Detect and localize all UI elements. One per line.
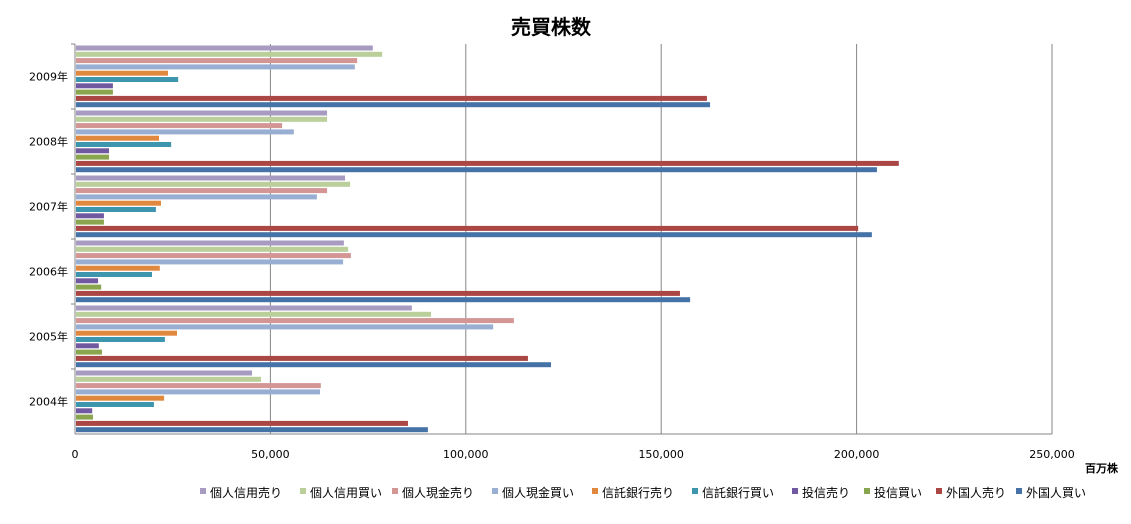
bar-信託銀行買い-2006年 bbox=[76, 272, 152, 277]
bar-信託銀行売り-2004年 bbox=[76, 395, 165, 401]
legend-swatch bbox=[392, 488, 398, 494]
bar-個人信用売り-2007年 bbox=[76, 175, 346, 181]
bar-外国人買い-2004年 bbox=[76, 427, 428, 433]
bar-個人現金売り-2007年 bbox=[76, 188, 328, 194]
bar-外国人買い-2009年 bbox=[76, 102, 711, 108]
bar-外国人売り-2008年 bbox=[76, 160, 899, 166]
bar-個人現金買い-2009年 bbox=[76, 64, 355, 70]
bar-投信売り-2008年 bbox=[76, 148, 109, 154]
bar-個人現金買い-2005年 bbox=[76, 324, 494, 330]
legend-swatch bbox=[300, 488, 306, 494]
legend-label: 投信売り bbox=[802, 485, 850, 500]
bar-信託銀行売り-2005年 bbox=[76, 330, 177, 336]
bar-信託銀行売り-2009年 bbox=[76, 70, 169, 76]
legend-swatch bbox=[936, 488, 942, 494]
bar-投信売り-2004年 bbox=[76, 408, 93, 414]
bar-投信売り-2007年 bbox=[76, 213, 104, 219]
bar-信託銀行売り-2008年 bbox=[76, 135, 160, 141]
bar-個人現金買い-2004年 bbox=[76, 389, 321, 395]
legend-label: 個人信用買い bbox=[310, 486, 382, 500]
bar-投信売り-2009年 bbox=[76, 83, 113, 89]
bar-信託銀行買い-2007年 bbox=[76, 207, 156, 212]
bar-個人現金売り-2005年 bbox=[76, 318, 514, 324]
bar-信託銀行買い-2004年 bbox=[76, 402, 154, 407]
legend-swatch bbox=[864, 488, 870, 494]
y-tick-label: 2004年 bbox=[29, 395, 68, 409]
legend-label: 信託銀行売り bbox=[602, 485, 674, 500]
bar-信託銀行買い-2009年 bbox=[76, 77, 179, 82]
bar-個人信用売り-2008年 bbox=[76, 110, 328, 116]
y-tick-label: 2005年 bbox=[29, 330, 68, 344]
bar-投信買い-2007年 bbox=[76, 219, 104, 225]
bar-個人現金売り-2008年 bbox=[76, 123, 283, 129]
bar-投信買い-2009年 bbox=[76, 89, 113, 95]
bar-個人信用買い-2005年 bbox=[76, 311, 432, 317]
x-tick-label: 0 bbox=[72, 448, 79, 461]
bar-外国人売り-2005年 bbox=[76, 355, 528, 361]
bar-個人現金売り-2006年 bbox=[76, 253, 351, 259]
bar-外国人売り-2004年 bbox=[76, 420, 408, 426]
bar-投信買い-2006年 bbox=[76, 284, 102, 290]
x-tick-label: 150,000 bbox=[638, 448, 684, 461]
legend-label: 個人信用売り bbox=[210, 485, 282, 500]
x-tick-label: 250,000 bbox=[1029, 448, 1075, 461]
bar-個人現金買い-2007年 bbox=[76, 194, 317, 200]
bar-投信売り-2005年 bbox=[76, 343, 99, 349]
bar-個人信用売り-2009年 bbox=[76, 45, 373, 51]
bar-個人信用買い-2009年 bbox=[76, 51, 383, 57]
x-tick-label: 50,000 bbox=[251, 448, 290, 461]
bar-投信買い-2008年 bbox=[76, 154, 109, 160]
bar-個人信用売り-2005年 bbox=[76, 305, 412, 311]
bar-個人現金売り-2004年 bbox=[76, 383, 321, 389]
legend-label: 投信買い bbox=[874, 485, 922, 500]
legend-swatch bbox=[692, 488, 698, 494]
bar-個人信用売り-2004年 bbox=[76, 370, 253, 376]
bar-個人現金売り-2009年 bbox=[76, 58, 358, 64]
bar-外国人買い-2005年 bbox=[76, 362, 551, 368]
y-tick-label: 2009年 bbox=[29, 70, 68, 84]
legend-label: 個人現金売り bbox=[402, 485, 474, 500]
bar-投信買い-2004年 bbox=[76, 414, 93, 420]
bar-外国人買い-2007年 bbox=[76, 232, 872, 238]
chart-title: 売買株数 bbox=[511, 15, 592, 39]
bar-個人信用買い-2007年 bbox=[76, 181, 351, 187]
x-axis-label: 百万株 bbox=[1085, 461, 1119, 475]
bar-投信売り-2006年 bbox=[76, 278, 99, 284]
bar-信託銀行買い-2008年 bbox=[76, 142, 172, 147]
bar-個人信用売り-2006年 bbox=[76, 240, 344, 246]
bar-信託銀行売り-2007年 bbox=[76, 200, 161, 206]
legend-swatch bbox=[592, 488, 598, 494]
bar-外国人売り-2009年 bbox=[76, 95, 707, 101]
x-tick-label: 100,000 bbox=[443, 448, 489, 461]
y-tick-label: 2007年 bbox=[29, 200, 68, 214]
legend-swatch bbox=[492, 488, 498, 494]
legend-swatch bbox=[1016, 488, 1022, 494]
bar-個人信用買い-2006年 bbox=[76, 246, 349, 252]
bar-外国人買い-2006年 bbox=[76, 297, 691, 303]
bar-個人現金買い-2008年 bbox=[76, 129, 294, 135]
legend-label: 外国人買い bbox=[1026, 486, 1086, 500]
legend-label: 信託銀行買い bbox=[702, 485, 774, 500]
bar-個人信用買い-2004年 bbox=[76, 376, 262, 382]
bar-投信買い-2005年 bbox=[76, 349, 102, 355]
legend-label: 外国人売り bbox=[946, 485, 1006, 500]
y-tick-label: 2008年 bbox=[29, 135, 68, 149]
legend-swatch bbox=[792, 488, 798, 494]
bar-外国人売り-2007年 bbox=[76, 225, 859, 231]
bar-個人現金買い-2006年 bbox=[76, 259, 344, 265]
legend-label: 個人現金買い bbox=[502, 485, 574, 500]
legend-swatch bbox=[200, 488, 206, 494]
bar-外国人売り-2006年 bbox=[76, 290, 680, 296]
y-tick-label: 2006年 bbox=[29, 265, 68, 279]
x-tick-label: 200,000 bbox=[834, 448, 880, 461]
bar-信託銀行売り-2006年 bbox=[76, 265, 160, 271]
bar-個人信用買い-2008年 bbox=[76, 116, 328, 122]
bar-外国人買い-2008年 bbox=[76, 167, 877, 173]
bar-信託銀行買い-2005年 bbox=[76, 337, 165, 342]
